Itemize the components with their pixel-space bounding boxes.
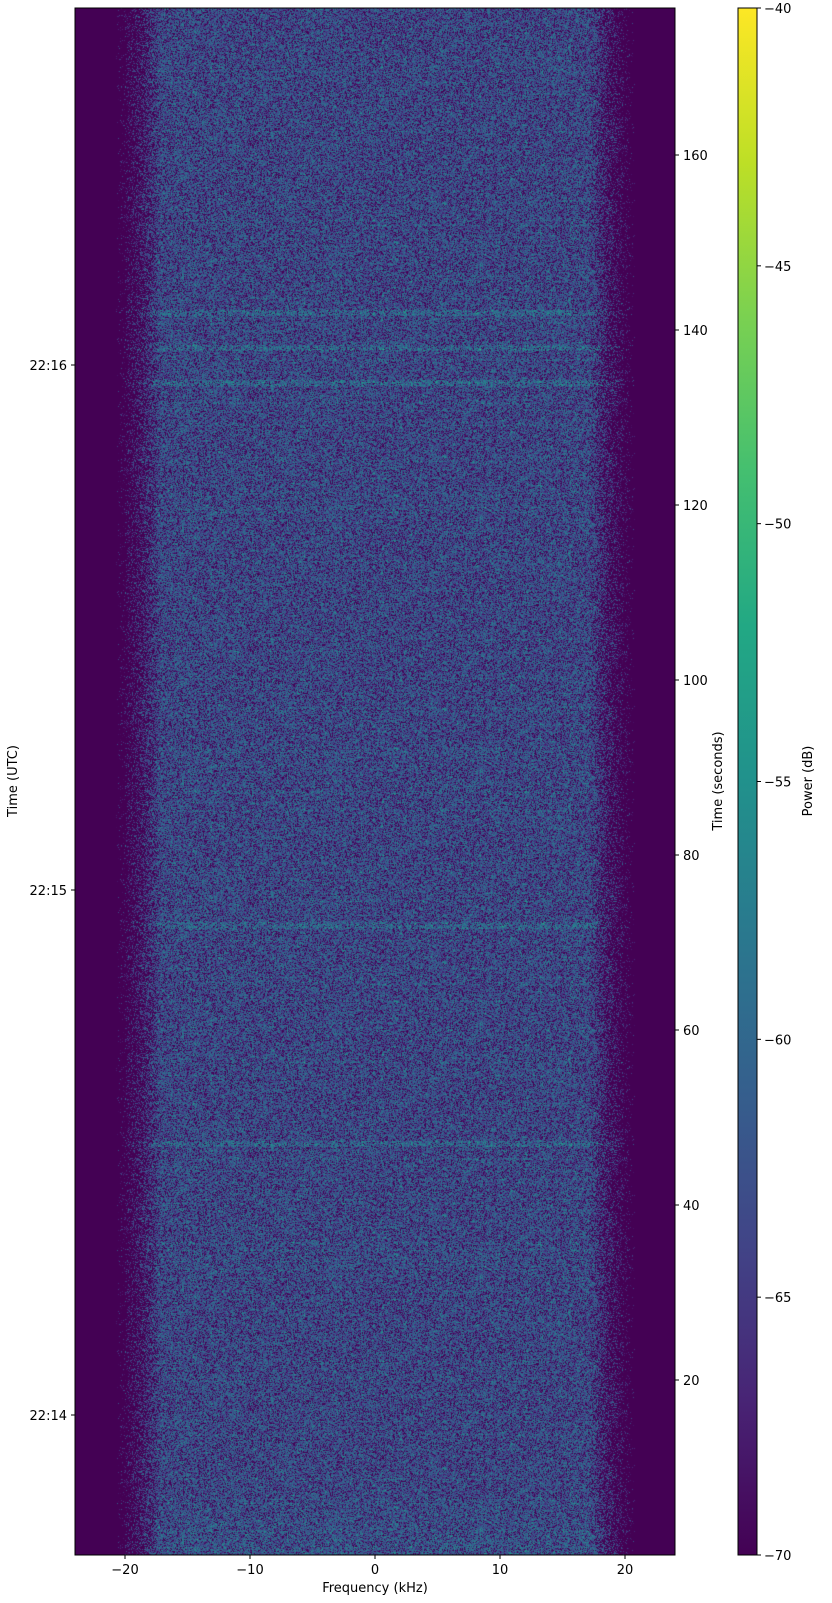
colorbar-tick-label: −60 (764, 1033, 791, 1048)
left-y-tick-label: 22:14 (30, 1409, 67, 1424)
right-y-tick-label: 100 (683, 674, 708, 689)
colorbar-tick-label: −40 (764, 2, 791, 17)
colorbar (737, 7, 758, 1556)
right-y-tick-label: 140 (683, 324, 708, 339)
x-tick-label: 20 (617, 1563, 634, 1578)
right-y-axis-label: Time (seconds) (711, 731, 726, 831)
right-y-tick-label: 160 (683, 149, 708, 164)
colorbar-tick-label: −50 (764, 518, 791, 533)
x-axis-label: Frequency (kHz) (322, 1581, 428, 1596)
colorbar-axis: −70 −65 −60 −55 −50 −45 −40 (757, 2, 791, 1564)
colorbar-label: Power (dB) (801, 746, 816, 817)
right-y-tick-label: 20 (683, 1374, 700, 1389)
left-y-axis-label: Time (UTC) (6, 745, 21, 818)
x-axis: −20 −10 0 10 20 (111, 1555, 633, 1578)
right-y-tick-label: 40 (683, 1199, 700, 1214)
x-tick-label: −10 (236, 1563, 263, 1578)
left-y-axis: 22:14 22:15 22:16 (30, 359, 75, 1424)
spectrogram-heatmap (75, 8, 675, 1555)
right-y-tick-label: 80 (683, 849, 700, 864)
x-tick-label: 10 (492, 1563, 509, 1578)
right-y-axis: 20 40 60 80 100 120 140 160 (675, 149, 708, 1389)
right-y-tick-label: 120 (683, 499, 708, 514)
colorbar-tick-label: −65 (764, 1291, 791, 1306)
colorbar-tick-label: −45 (764, 260, 791, 275)
colorbar-tick-label: −70 (764, 1549, 791, 1564)
colorbar-tick-label: −55 (764, 776, 791, 791)
spectrogram-image-container (75, 8, 675, 1555)
right-y-tick-label: 60 (683, 1024, 700, 1039)
x-tick-label: −20 (111, 1563, 138, 1578)
x-tick-label: 0 (371, 1563, 379, 1578)
left-y-tick-label: 22:16 (30, 359, 67, 374)
left-y-tick-label: 22:15 (30, 884, 67, 899)
